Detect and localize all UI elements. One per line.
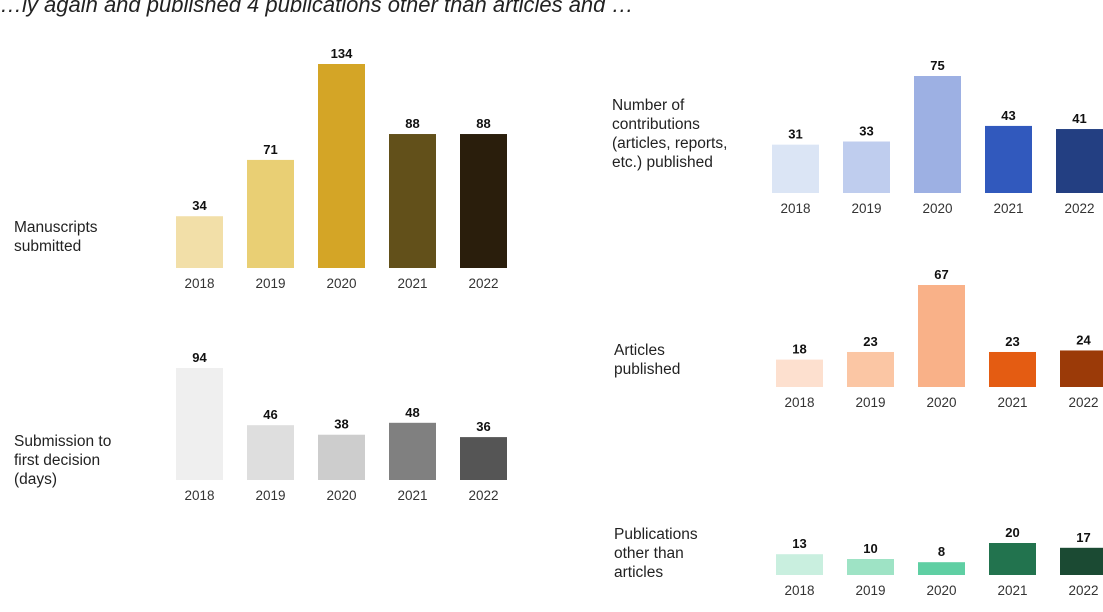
bar-area: 31 2018 33 2019 75 2020 43 2021 41 2022: [772, 58, 1103, 216]
data-label-2020: 8: [938, 544, 945, 559]
panel-label: Manuscripts submitted: [14, 219, 98, 255]
data-label-2022: 41: [1072, 111, 1086, 126]
data-label-2018: 34: [192, 198, 207, 213]
tick-label-2021: 2021: [397, 488, 427, 503]
tick-label-2021: 2021: [397, 276, 427, 291]
bar-2022: [1060, 547, 1103, 575]
bar-2019: [847, 559, 894, 575]
panel-label: Submission to first decision (days): [14, 433, 112, 488]
data-label-2021: 88: [405, 116, 419, 131]
tick-label-2020: 2020: [326, 276, 356, 291]
tick-label-2021: 2021: [997, 583, 1027, 598]
panel-label: Number of contributions (articles, repor…: [612, 97, 728, 171]
bar-2021: [389, 422, 436, 480]
data-label-2019: 33: [859, 124, 873, 139]
data-label-2019: 46: [263, 407, 277, 422]
data-label-2019: 23: [863, 334, 877, 349]
tick-label-2020: 2020: [926, 583, 956, 598]
data-label-2019: 71: [263, 142, 277, 157]
data-label-2018: 18: [792, 342, 806, 357]
data-label-2021: 48: [405, 405, 419, 420]
data-label-2022: 36: [476, 419, 490, 434]
bar-2021: [989, 543, 1036, 575]
bar-2020: [918, 562, 965, 575]
bar-2020: [318, 434, 365, 480]
data-label-2022: 17: [1076, 530, 1090, 545]
data-label-2020: 134: [331, 46, 353, 61]
tick-label-2019: 2019: [855, 395, 885, 410]
data-label-2020: 67: [934, 267, 948, 282]
data-label-2022: 88: [476, 116, 490, 131]
chart-articles-published: Articles published 18 2018 23 2019 67 2020 23 2…: [600, 255, 1103, 420]
bar-2020: [318, 64, 365, 268]
bar-2019: [247, 159, 294, 268]
tick-label-2020: 2020: [922, 201, 952, 216]
tick-label-2022: 2022: [1068, 395, 1098, 410]
data-label-2020: 38: [334, 417, 348, 432]
bar-2022: [1056, 129, 1103, 193]
bar-2022: [1060, 350, 1103, 387]
bar-2021: [389, 134, 436, 268]
bar-2018: [776, 554, 823, 575]
tick-label-2021: 2021: [997, 395, 1027, 410]
data-label-2018: 31: [788, 127, 802, 142]
data-label-2020: 75: [930, 58, 944, 73]
bar-2021: [989, 351, 1036, 387]
tick-label-2018: 2018: [184, 488, 214, 503]
tick-label-2022: 2022: [468, 488, 498, 503]
tick-label-2018: 2018: [184, 276, 214, 291]
panel-label: Publications other than articles: [614, 526, 698, 581]
bar-2018: [176, 368, 223, 480]
bar-2019: [247, 425, 294, 480]
tick-label-2021: 2021: [993, 201, 1023, 216]
chart-submission-to-first-decision: Submission to first decision (days) 94 20…: [0, 340, 520, 520]
bar-2021: [985, 125, 1032, 193]
bar-2020: [918, 285, 965, 387]
tick-label-2022: 2022: [1068, 583, 1098, 598]
bar-2022: [460, 437, 507, 480]
tick-label-2018: 2018: [784, 583, 814, 598]
tick-label-2020: 2020: [326, 488, 356, 503]
tick-label-2022: 2022: [1064, 201, 1094, 216]
tick-label-2019: 2019: [851, 201, 881, 216]
chart-contributions-published: Number of contributions (articles, repor…: [600, 40, 1103, 230]
chart-publications-other-than-articles: Publications other than articles 13 2018 1…: [600, 515, 1103, 612]
bar-area: 94 2018 46 2019 38 2020 48 2021 36 2022: [176, 350, 507, 503]
tick-label-2018: 2018: [784, 395, 814, 410]
chart-manuscripts-submitted: Manuscripts submitted 34 2018 71 2019 134 202…: [0, 30, 520, 300]
data-label-2022: 24: [1076, 332, 1091, 347]
bar-2019: [843, 141, 890, 193]
bar-area: 18 2018 23 2019 67 2020 23 2021 24 2022: [776, 267, 1103, 410]
data-label-2018: 13: [792, 536, 806, 551]
tick-label-2019: 2019: [255, 276, 285, 291]
tick-label-2019: 2019: [855, 583, 885, 598]
bar-2018: [776, 359, 823, 387]
bar-2022: [460, 134, 507, 268]
data-label-2018: 94: [192, 350, 207, 365]
data-label-2019: 10: [863, 541, 877, 556]
bar-2018: [772, 144, 819, 193]
data-label-2021: 20: [1005, 525, 1019, 540]
tick-label-2019: 2019: [255, 488, 285, 503]
bar-2018: [176, 216, 223, 268]
data-label-2021: 43: [1001, 108, 1015, 123]
tick-label-2020: 2020: [926, 395, 956, 410]
panel-label: Articles published: [614, 342, 681, 378]
bar-area: 34 2018 71 2019 134 2020 88 2021 88 2022: [176, 46, 507, 291]
bar-2020: [914, 76, 961, 193]
page-header-text: …ly again and published 4 publications o…: [0, 0, 634, 17]
data-label-2021: 23: [1005, 334, 1019, 349]
tick-label-2022: 2022: [468, 276, 498, 291]
bar-2019: [847, 351, 894, 387]
tick-label-2018: 2018: [780, 201, 810, 216]
